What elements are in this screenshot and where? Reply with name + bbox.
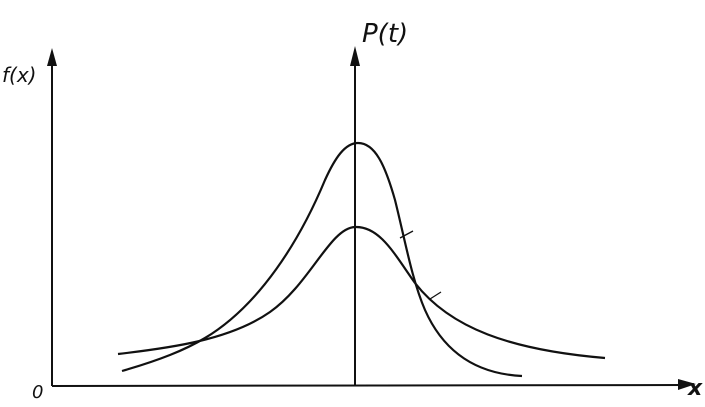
marker-tick: [429, 291, 442, 300]
wide-curve: [117, 225, 606, 360]
y-axis-arrow: [47, 48, 57, 66]
x-axis-arrow: [678, 379, 696, 390]
y-axis-label: f(x): [2, 63, 36, 87]
narrow-curve: [121, 141, 523, 378]
x-axis-label: x: [687, 376, 703, 401]
marker-tick: [399, 230, 414, 239]
center-axis-label: P(t): [362, 19, 408, 49]
x-axis: [51, 384, 686, 387]
origin-label: 0: [32, 382, 43, 403]
center-axis-arrow: [350, 46, 360, 66]
